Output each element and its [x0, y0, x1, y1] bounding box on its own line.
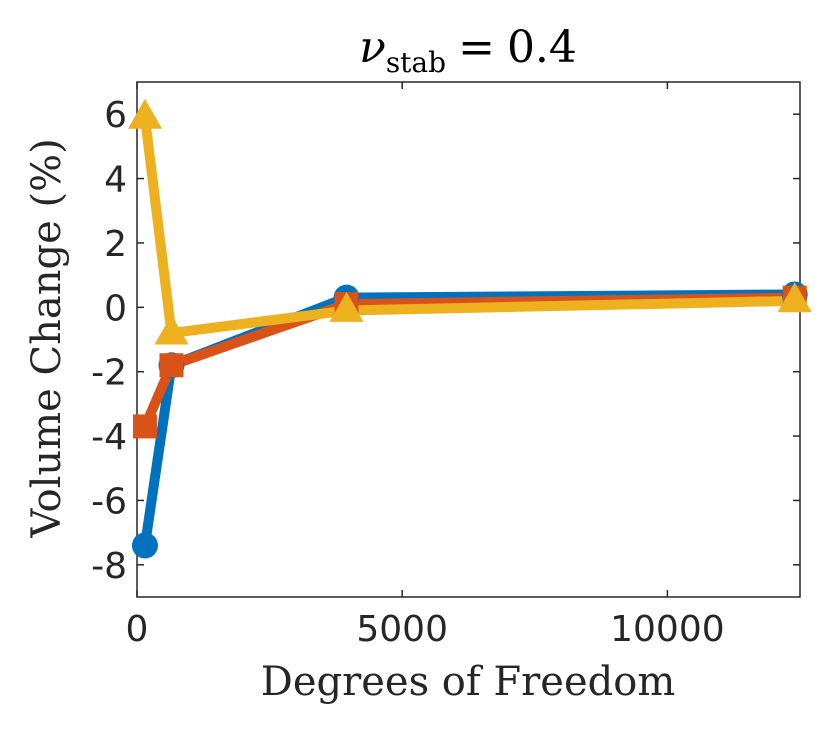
title-equals: = [458, 22, 495, 73]
y-tick-label: -8 [91, 546, 127, 587]
series-3-point [777, 282, 812, 313]
x-tick-label: 5000 [356, 609, 448, 650]
axis-tick-labels: 0 5000 10000 -8 -6 -4 -2 0 2 4 6 [91, 95, 725, 650]
y-tick-label: -4 [91, 417, 127, 458]
x-tick-label: 10000 [610, 609, 725, 650]
series-1-point [131, 532, 158, 559]
y-tick-label: 0 [104, 288, 127, 329]
series-3-point [329, 291, 364, 322]
series-2-point [159, 353, 184, 378]
x-tick-label: 0 [126, 609, 149, 650]
title-subscript: stab [386, 46, 446, 79]
x-axis-label: Degrees of Freedom [261, 659, 676, 705]
y-tick-label: -6 [91, 481, 127, 522]
title-symbol: ν [359, 22, 386, 73]
y-axis-label: Volume Change (%) [24, 138, 70, 538]
title-value: 0.4 [507, 22, 577, 73]
series-lines [139, 112, 800, 551]
series-markers [127, 98, 812, 559]
series-3-point [154, 314, 189, 345]
y-tick-label: 2 [104, 224, 127, 265]
y-tick-label: 6 [104, 95, 127, 136]
series-3-line [139, 112, 800, 339]
y-tick-label: 4 [104, 160, 127, 201]
series-3-point [127, 98, 162, 129]
chart-title: νstab = 0.4 [359, 22, 577, 79]
series-2-point [132, 414, 157, 439]
y-tick-label: -2 [91, 353, 127, 394]
